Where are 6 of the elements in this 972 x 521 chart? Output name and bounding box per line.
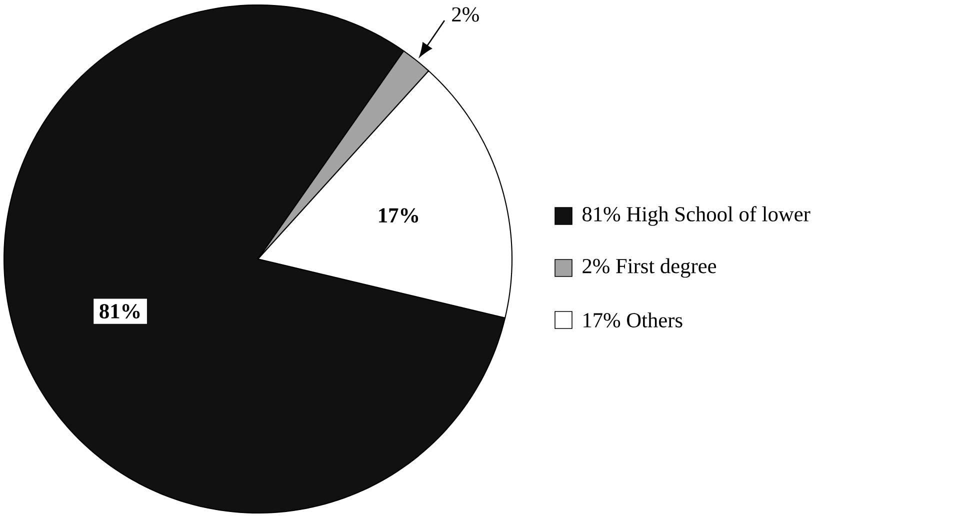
data-label: 2% xyxy=(452,7,479,22)
legend-label: 81% High School of lower xyxy=(582,206,810,226)
legend-label: 17% Others xyxy=(584,312,682,328)
data-label: 17% xyxy=(379,208,418,223)
data-label: 81% xyxy=(100,304,140,319)
legend-label: 2% First degree xyxy=(582,258,716,278)
